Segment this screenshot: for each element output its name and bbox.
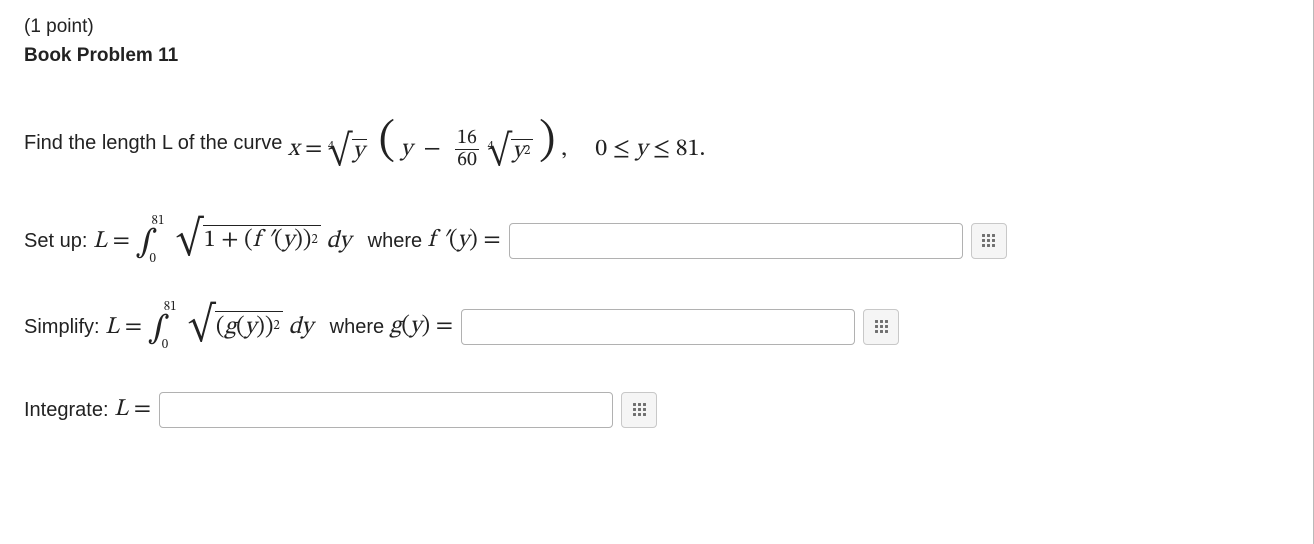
grid-icon [873,320,889,334]
prompt-math: x = 4 √ y ( y − 16 60 4 √ y2 ) , 0 ≤ y ≤… [288,111,706,175]
grid-icon [981,234,997,248]
integral-icon: 81 ∫ 0 [136,216,165,266]
sqrt-icon: √ 1 + (f ′(y))2 [176,225,321,256]
grid-icon [631,403,647,417]
setup-line: Set up: L = 81 ∫ 0 √ 1 + (f ′(y))2 dy wh… [24,216,1293,266]
setup-where: where [351,227,428,255]
integrate-answer-input[interactable] [159,392,613,428]
outer-root: 4 √ y [328,136,367,164]
problem-page: (1 point) Book Problem 11 Find the lengt… [0,0,1314,544]
keypad-button[interactable] [971,223,1007,259]
integrate-label: Integrate: [24,396,114,424]
sqrt-icon: √ (g(y))2 [188,311,283,342]
simplify-math: L = 81 ∫ 0 √ (g(y))2 dy [105,302,313,352]
keypad-button[interactable] [621,392,657,428]
prompt-line: Find the length L of the curve x = 4 √ y… [24,111,1293,175]
integrate-line: Integrate: L = [24,392,1293,428]
simplify-where: where [313,313,390,341]
simplify-line: Simplify: L = 81 ∫ 0 √ (g(y))2 dy where … [24,302,1293,352]
simplify-label: Simplify: [24,313,105,341]
problem-title: Book Problem 11 [24,43,1293,70]
setup-answer-input[interactable] [509,223,963,259]
integral-icon: 81 ∫ 0 [148,302,177,352]
points-label: (1 point) [24,14,1293,41]
setup-label: Set up: [24,227,93,255]
simplify-answer-input[interactable] [461,309,855,345]
setup-math: L = 81 ∫ 0 √ 1 + (f ′(y))2 dy [93,216,351,266]
inner-root: 4 √ y2 [488,136,534,164]
prompt-lead: Find the length L of the curve [24,129,288,157]
fraction: 16 60 [455,128,479,171]
keypad-button[interactable] [863,309,899,345]
